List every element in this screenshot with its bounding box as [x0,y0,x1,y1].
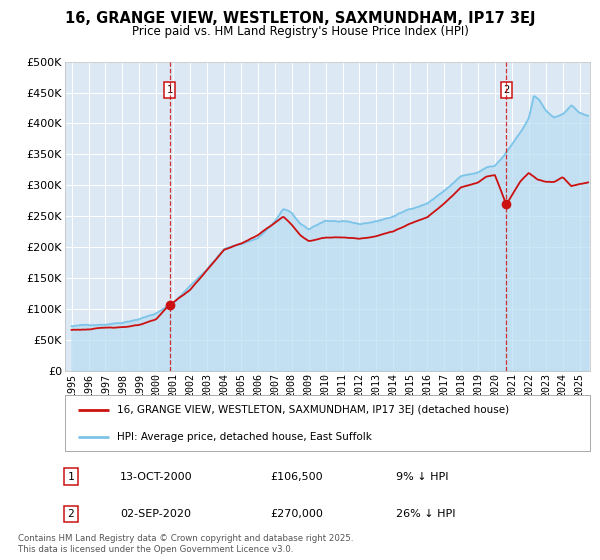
Text: 2: 2 [503,85,509,95]
Text: 1: 1 [167,85,173,95]
Text: 02-SEP-2020: 02-SEP-2020 [120,509,191,519]
Text: 13-OCT-2000: 13-OCT-2000 [120,472,193,482]
Text: 2: 2 [67,509,74,519]
Text: 16, GRANGE VIEW, WESTLETON, SAXMUNDHAM, IP17 3EJ: 16, GRANGE VIEW, WESTLETON, SAXMUNDHAM, … [65,11,535,26]
Text: £106,500: £106,500 [270,472,323,482]
Text: 26% ↓ HPI: 26% ↓ HPI [396,509,455,519]
Text: 16, GRANGE VIEW, WESTLETON, SAXMUNDHAM, IP17 3EJ (detached house): 16, GRANGE VIEW, WESTLETON, SAXMUNDHAM, … [118,405,509,416]
Text: Contains HM Land Registry data © Crown copyright and database right 2025.
This d: Contains HM Land Registry data © Crown c… [18,534,353,554]
Text: 9% ↓ HPI: 9% ↓ HPI [396,472,449,482]
Text: 1: 1 [67,472,74,482]
Text: HPI: Average price, detached house, East Suffolk: HPI: Average price, detached house, East… [118,432,372,442]
Text: Price paid vs. HM Land Registry's House Price Index (HPI): Price paid vs. HM Land Registry's House … [131,25,469,38]
Text: £270,000: £270,000 [270,509,323,519]
